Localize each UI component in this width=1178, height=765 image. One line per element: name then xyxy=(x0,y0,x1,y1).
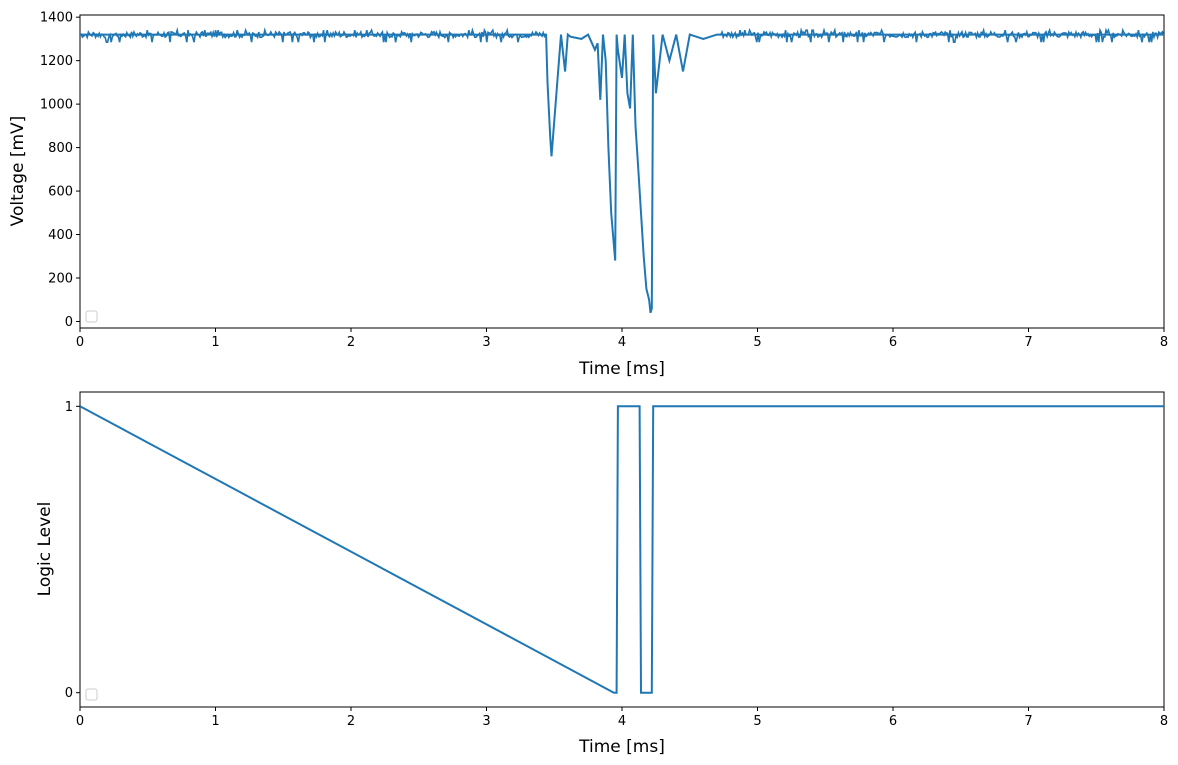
voltage-x-tick-label: 4 xyxy=(618,335,626,350)
logic-legend-box xyxy=(86,689,97,700)
logic-x-tick-label: 5 xyxy=(753,714,761,729)
voltage-y-ticks: 0 200 400 600 800 1000 1200 1400 xyxy=(40,11,80,330)
voltage-y-tick-label: 200 xyxy=(48,272,73,287)
voltage-x-tick-label: 1 xyxy=(211,335,219,350)
voltage-x-tick-label: 0 xyxy=(76,335,84,350)
logic-y-axis-label: Logic Level xyxy=(35,502,55,597)
voltage-y-tick-label: 800 xyxy=(48,141,73,156)
voltage-plot: 0 1 2 3 4 5 6 7 8 0 200 400 600 800 1000 1200 1400 Time… xyxy=(8,11,1168,379)
logic-x-tick-label: 0 xyxy=(76,714,84,729)
voltage-x-tick-label: 7 xyxy=(1024,335,1032,350)
logic-x-tick-label: 8 xyxy=(1160,714,1168,729)
logic-x-axis-label: Time [ms] xyxy=(578,737,665,757)
logic-y-tick-label: 1 xyxy=(65,400,73,415)
voltage-x-axis-label: Time [ms] xyxy=(578,359,665,379)
voltage-x-tick-label: 6 xyxy=(889,335,897,350)
voltage-y-axis-label: Voltage [mV] xyxy=(8,116,28,227)
voltage-y-tick-label: 600 xyxy=(48,185,73,200)
logic-y-tick-label: 0 xyxy=(65,686,73,701)
logic-plot-frame xyxy=(80,392,1164,707)
logic-x-tick-label: 4 xyxy=(618,714,626,729)
voltage-y-tick-label: 0 xyxy=(65,315,73,330)
voltage-x-tick-label: 3 xyxy=(482,335,490,350)
voltage-y-tick-label: 1400 xyxy=(40,11,73,26)
logic-y-ticks: 01 xyxy=(65,400,80,701)
logic-x-tick-label: 1 xyxy=(211,714,219,729)
voltage-y-tick-label: 1000 xyxy=(40,98,73,113)
logic-x-tick-label: 2 xyxy=(347,714,355,729)
voltage-legend-box xyxy=(86,311,97,322)
voltage-y-tick-label: 400 xyxy=(48,228,73,243)
logic-x-tick-label: 6 xyxy=(889,714,897,729)
voltage-x-tick-label: 8 xyxy=(1160,335,1168,350)
logic-x-tick-label: 7 xyxy=(1024,714,1032,729)
voltage-x-tick-label: 2 xyxy=(347,335,355,350)
logic-x-ticks: 0 1 2 3 4 5 6 7 8 xyxy=(76,707,1168,729)
voltage-x-ticks: 0 1 2 3 4 5 6 7 8 xyxy=(76,328,1168,350)
logic-x-tick-label: 3 xyxy=(482,714,490,729)
voltage-x-tick-label: 5 xyxy=(753,335,761,350)
voltage-y-tick-label: 1200 xyxy=(40,54,73,69)
